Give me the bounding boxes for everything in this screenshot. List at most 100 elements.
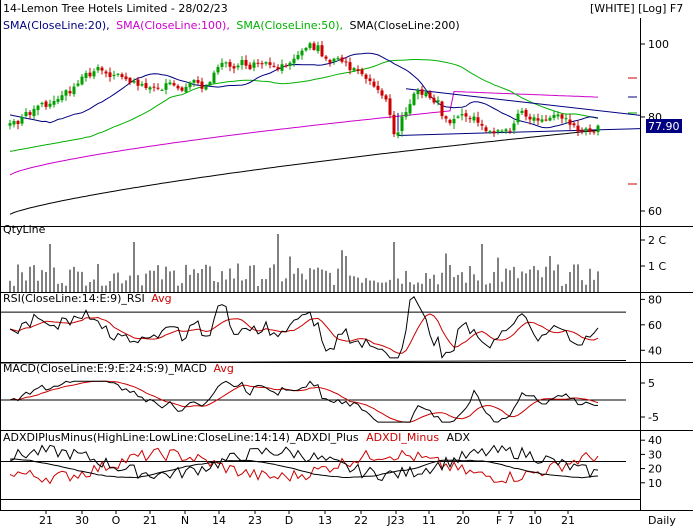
adx-plus-line: [9, 444, 599, 482]
candle-body: [28, 112, 32, 115]
candle-body: [396, 132, 400, 136]
candle-body: [272, 65, 276, 67]
candle-body: [544, 119, 548, 121]
candle-body: [368, 78, 372, 81]
adx-title: ADXDIPlusMinus(HighLine:LowLine:CloseLin…: [3, 431, 471, 444]
volume-bars: [9, 234, 599, 292]
candle-body: [168, 82, 172, 85]
candle-body: [564, 118, 568, 120]
candle-body: [240, 60, 244, 66]
macd-tick-label: -5: [648, 411, 659, 424]
rsi-title: RSI(CloseLine:14:E:9)_RSI Avg: [3, 292, 172, 305]
candle-body: [488, 131, 492, 133]
candle-body: [552, 114, 556, 118]
candle-body: [440, 101, 444, 117]
candle-body: [12, 121, 16, 125]
candle-body: [340, 57, 344, 62]
macd-avg-line: [9, 380, 599, 423]
candle-body: [72, 86, 76, 95]
date-label: O: [112, 514, 121, 527]
candle-body: [16, 121, 20, 124]
candle-body: [232, 66, 236, 69]
candle-body: [8, 123, 12, 126]
date-label: J23: [386, 514, 404, 527]
macd-avg-legend: Avg: [214, 362, 234, 375]
candle-body: [584, 128, 588, 131]
date-label: 21: [39, 514, 53, 527]
candle-body: [44, 101, 48, 107]
candle-body: [528, 116, 532, 120]
candle-body: [200, 81, 204, 89]
candle-body: [20, 116, 24, 124]
sma-line-0: [9, 52, 599, 129]
candle-body: [576, 125, 580, 132]
candle-body: [208, 82, 212, 86]
adx-tick-label: 20: [648, 463, 662, 476]
candle-body: [276, 67, 280, 70]
candle-body: [172, 83, 176, 86]
candle-body: [76, 83, 80, 86]
candle-body: [432, 97, 436, 103]
candle-body: [108, 72, 112, 77]
candle-body: [40, 102, 44, 105]
candle-body: [592, 131, 596, 133]
date-label: 14: [212, 514, 226, 527]
candle-body: [188, 82, 192, 88]
date-label: N: [181, 514, 189, 527]
candle-body: [504, 129, 508, 132]
candle-body: [300, 50, 304, 56]
macd-title-text: MACD(CloseLine:E:9:E:24:S:9)_MACD: [3, 362, 207, 375]
rsi-title-text: RSI(CloseLine:14:E:9)_RSI: [3, 292, 145, 305]
legend-sma100: SMA(CloseLine:100),: [116, 19, 230, 32]
last-price-label: 77.90: [648, 120, 680, 133]
candle-body: [436, 100, 440, 103]
macd-panel: 5 -5: [0, 377, 659, 424]
candle-body: [556, 114, 560, 117]
candle-body: [236, 65, 240, 68]
candle-body: [56, 99, 60, 102]
date-label: 22: [354, 514, 368, 527]
candle-body: [420, 89, 424, 95]
candle-body: [216, 67, 220, 73]
candle-body: [308, 43, 312, 48]
candle-body: [36, 105, 40, 110]
candle-body: [532, 117, 536, 121]
sma-line-2: [9, 90, 599, 176]
price-tick-label: 60: [648, 205, 662, 218]
candle-body: [152, 86, 156, 88]
adx-tick-label: 10: [648, 477, 662, 490]
rsi-lower-band: [0, 359, 627, 364]
rsi-panel: 80 60 40: [0, 293, 662, 364]
mode-indicator: [WHITE] [Log] F7: [590, 2, 683, 15]
candle-body: [512, 123, 516, 131]
adx-line: [9, 458, 599, 479]
candle-body: [264, 62, 268, 64]
candle-body: [100, 67, 104, 71]
candle-body: [392, 114, 396, 135]
candle-body: [412, 93, 416, 105]
candle-body: [268, 62, 272, 65]
candle-body: [360, 69, 364, 75]
candle-body: [388, 98, 392, 115]
candle-body: [304, 47, 308, 51]
date-label: 21: [561, 514, 575, 527]
candle-body: [156, 87, 160, 89]
candle-body: [104, 71, 108, 74]
sma-lines: [9, 52, 599, 215]
macd-tick-label: 5: [648, 377, 655, 390]
candle-body: [596, 125, 600, 132]
candle-body: [128, 77, 132, 83]
candle-body: [192, 79, 196, 83]
candle-body: [288, 62, 292, 66]
price-tick-label: 100: [648, 38, 669, 51]
candle-body: [260, 63, 264, 65]
candle-body: [476, 117, 480, 123]
candle-body: [148, 87, 152, 90]
candle-body: [460, 114, 464, 116]
candle-body: [500, 130, 504, 132]
candle-body: [120, 74, 124, 77]
candle-body: [520, 110, 524, 113]
candle-body: [228, 62, 232, 67]
candle-body: [456, 116, 460, 118]
